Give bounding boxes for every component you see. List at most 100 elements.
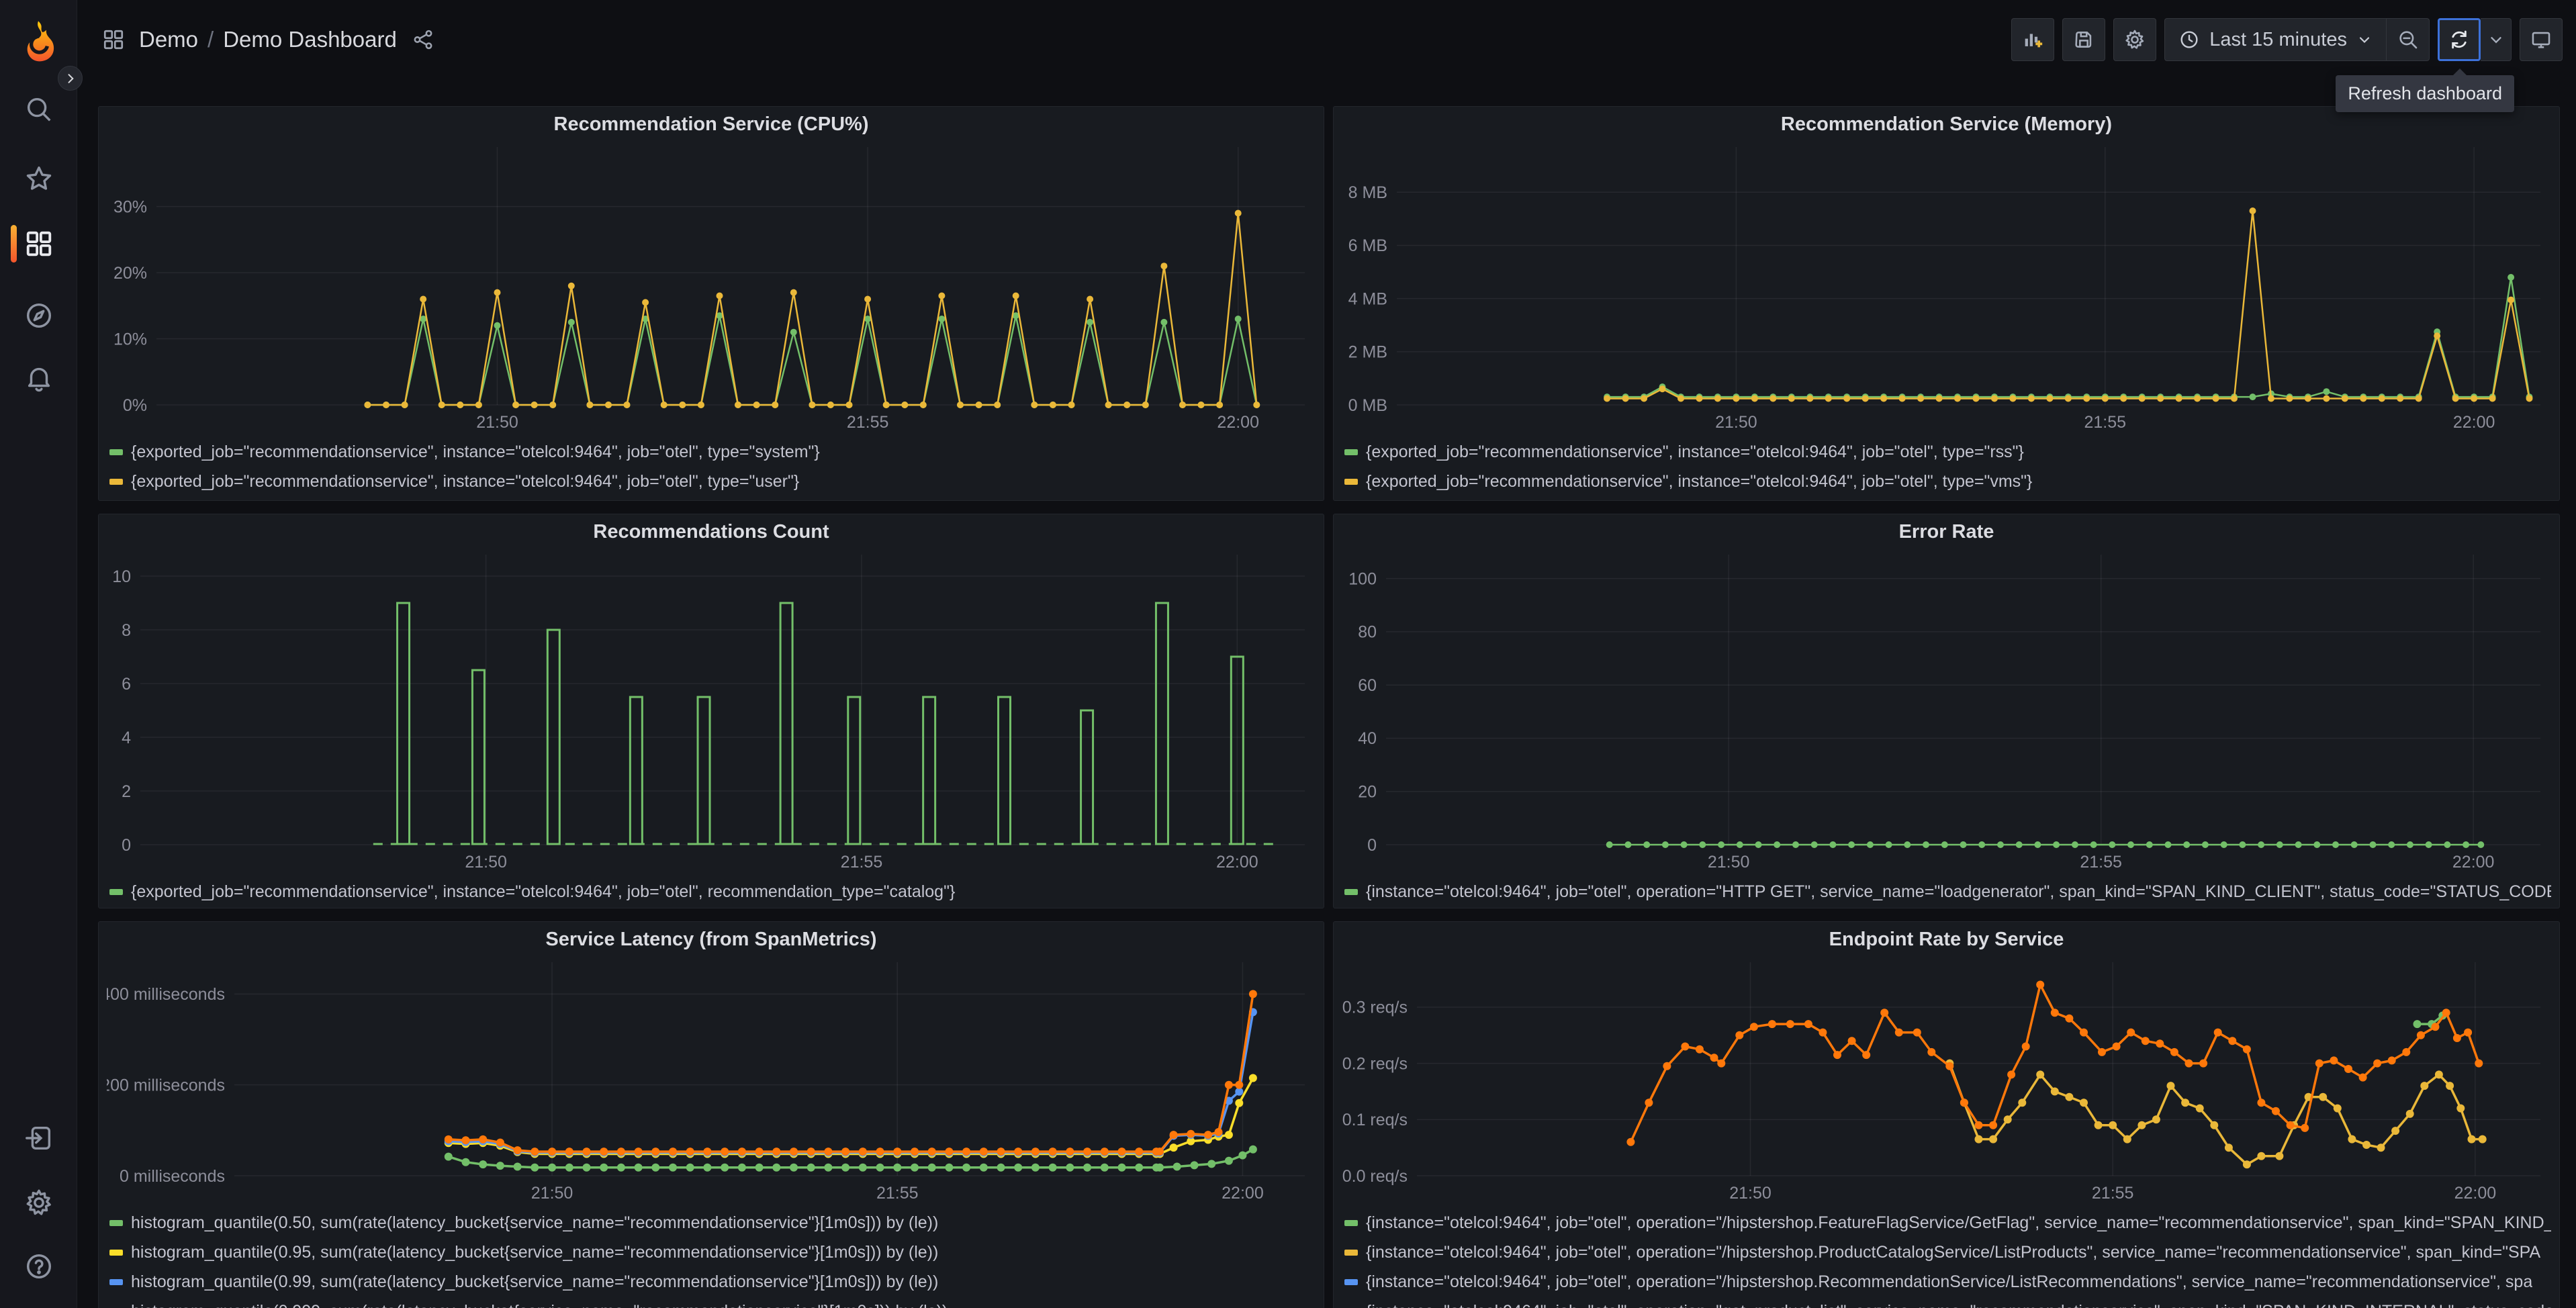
legend-label: {exported_job="recommendationservice", i… [131,471,800,491]
bell-icon [28,367,50,392]
legend-label: {exported_job="recommendationservice", i… [131,882,956,901]
sidebar-item-search[interactable] [24,94,54,125]
legend-item[interactable]: {instance="otelcol:9464", job="otel", op… [1344,877,2551,906]
legend-item[interactable]: {exported_job="recommendationservice", i… [109,467,1316,496]
sidebar-item-help[interactable] [24,1251,54,1282]
y-axis-tick-label: 20% [113,264,147,283]
legend-item[interactable]: {exported_job="recommendationservice", i… [1344,467,2551,496]
refresh-dashboard-button[interactable] [2438,18,2481,61]
panel-plot-area[interactable]: 0 2 4 6 8 10 21:50 21:55 22:00 [107,549,1316,874]
panel-plot-area[interactable]: 0.0 req/s 0.1 req/s 0.2 req/s 0.3 req/s 21:5… [1342,957,2551,1205]
refresh-interval-dropdown[interactable] [2481,18,2512,61]
cycle-view-button[interactable] [2520,18,2563,61]
legend-item[interactable]: {exported_job="recommendationservice", i… [109,877,1316,906]
time-range-picker[interactable]: Last 15 minutes [2164,18,2387,61]
panel-add-icon [2025,34,2043,48]
legend-label: {exported_job="recommendationservice", i… [1366,471,2033,491]
dashboards-grid-icon [26,231,52,256]
x-axis-tick-label: 21:50 [531,1184,573,1203]
legend-label: {instance="otelcol:9464", job="otel", op… [1366,1272,2533,1291]
x-axis-tick-label: 21:50 [1708,853,1750,872]
help-circle-icon [26,1254,52,1279]
gear-icon [2125,30,2144,49]
zoom-out-icon [2399,31,2417,49]
sidebar-item-explore[interactable] [24,300,54,331]
legend-item[interactable]: {instance="otelcol:9464", job="otel", op… [1344,1237,2551,1267]
grafana-logo-icon[interactable] [17,20,60,64]
legend-item[interactable]: {instance="otelcol:9464", job="otel", op… [1344,1208,2551,1237]
panel-recommendations-count: Recommendations Count 0 2 4 6 8 10 21:50 21:55 22… [98,514,1324,908]
panel-title[interactable]: Recommendation Service (Memory) [1780,113,2113,135]
x-axis-tick-label: 21:50 [1715,413,1757,432]
monitor-icon [2532,32,2550,48]
panel-plot-area[interactable]: 0 MB 2 MB 4 MB 6 MB 8 MB 21:50 21:55 22:00 [1342,142,2551,434]
panel-title[interactable]: Service Latency (from SpanMetrics) [545,928,877,950]
sidebar-item-dashboards[interactable] [24,228,54,259]
save-icon [2075,32,2092,48]
panel-title[interactable]: Recommendation Service (CPU%) [553,113,869,135]
legend-label: {instance="otelcol:9464", job="otel", op… [1366,1302,2551,1308]
chevron-down-icon [2490,37,2501,44]
x-axis-tick-label: 22:00 [2453,413,2495,432]
legend-item[interactable]: histogram_quantile(0.999, sum(rate(laten… [109,1297,1316,1308]
legend-label: {exported_job="recommendationservice", i… [1366,442,2024,461]
x-axis-tick-label: 21:50 [476,413,518,432]
gear-icon [26,1189,51,1215]
panel-plot-area[interactable]: 0 20 40 60 80 100 21:50 21:55 22:00 [1342,549,2551,874]
sign-in-icon [26,1126,51,1150]
x-axis-tick-label: 22:00 [1222,1184,1264,1203]
y-axis-tick-label: 8 [122,621,131,640]
dashboard-settings-button[interactable] [2113,18,2157,61]
breadcrumb-dashboard[interactable]: Demo Dashboard [223,27,397,52]
add-panel-button[interactable] [2011,18,2055,61]
search-icon [27,97,51,122]
compass-icon [26,303,52,328]
panel-plot-area[interactable]: 0 milliseconds 200 milliseconds 400 millis… [101,957,1316,1205]
x-axis-tick-label: 21:50 [465,853,507,872]
legend-item[interactable]: {instance="otelcol:9464", job="otel", op… [1344,1267,2551,1297]
legend-item[interactable]: histogram_quantile(0.50, sum(rate(latenc… [109,1208,1316,1237]
legend-item[interactable]: {exported_job="recommendationservice", i… [109,437,1316,467]
breadcrumb-folder[interactable]: Demo [139,27,199,52]
panel-title[interactable]: Endpoint Rate by Service [1829,928,2064,950]
panel-legend: {exported_job="recommendationservice", i… [109,437,1316,496]
x-axis-tick-label: 21:55 [2092,1184,2134,1203]
legend-item[interactable]: {exported_job="recommendationservice", i… [1344,437,2551,467]
x-axis-tick-label: 22:00 [2454,1184,2497,1203]
sidebar-item-alerting[interactable] [24,363,54,393]
sidebar-item-starred[interactable] [24,163,54,194]
legend-item[interactable]: histogram_quantile(0.95, sum(rate(latenc… [109,1237,1316,1267]
save-dashboard-button[interactable] [2062,18,2106,61]
legend-item[interactable]: {instance="otelcol:9464", job="otel", op… [1344,1297,2551,1308]
star-icon [26,166,52,190]
sidebar-item-configuration[interactable] [24,1187,54,1218]
y-axis-tick-label: 0 [1367,836,1377,855]
legend-label: {instance="otelcol:9464", job="otel", op… [1366,882,2551,901]
zoom-out-time-button[interactable] [2387,18,2430,61]
y-axis-tick-label: 2 [122,782,131,801]
y-axis-tick-label: 40 [1358,729,1377,748]
y-axis-tick-label: 0 [122,836,131,855]
y-axis-tick-label: 0 milliseconds [120,1167,225,1186]
tooltip-arrow [2452,68,2467,76]
legend-label: {exported_job="recommendationservice", i… [131,442,820,461]
sidebar-item-sign-in[interactable] [24,1123,54,1154]
top-bar: Demo / Demo Dashboard [77,0,2576,79]
legend-swatch-icon [1344,1278,1358,1285]
expand-sidebar-button[interactable] [58,66,83,91]
legend-swatch-icon [1344,478,1358,485]
breadcrumb-separator: / [208,27,214,52]
panel-plot-area[interactable]: 0% 10% 20% 30% 21:50 21:55 22:00 [107,142,1316,434]
panel-title[interactable]: Recommendations Count [593,520,829,543]
y-axis-tick-label: 0% [123,396,147,415]
legend-item[interactable]: histogram_quantile(0.99, sum(rate(latenc… [109,1267,1316,1297]
x-axis-tick-label: 21:55 [2080,853,2122,872]
panel-title[interactable]: Error Rate [1898,520,1994,543]
y-axis-tick-label: 200 milliseconds [107,1076,225,1094]
panel-recommendation-memory: Recommendation Service (Memory) 0 MB 2 MB 4… [1333,106,2560,501]
y-axis-tick-label: 6 MB [1348,236,1387,255]
x-axis-tick-label: 21:55 [2084,413,2126,432]
share-icon[interactable] [412,28,434,51]
apps-grid-icon [103,30,124,50]
